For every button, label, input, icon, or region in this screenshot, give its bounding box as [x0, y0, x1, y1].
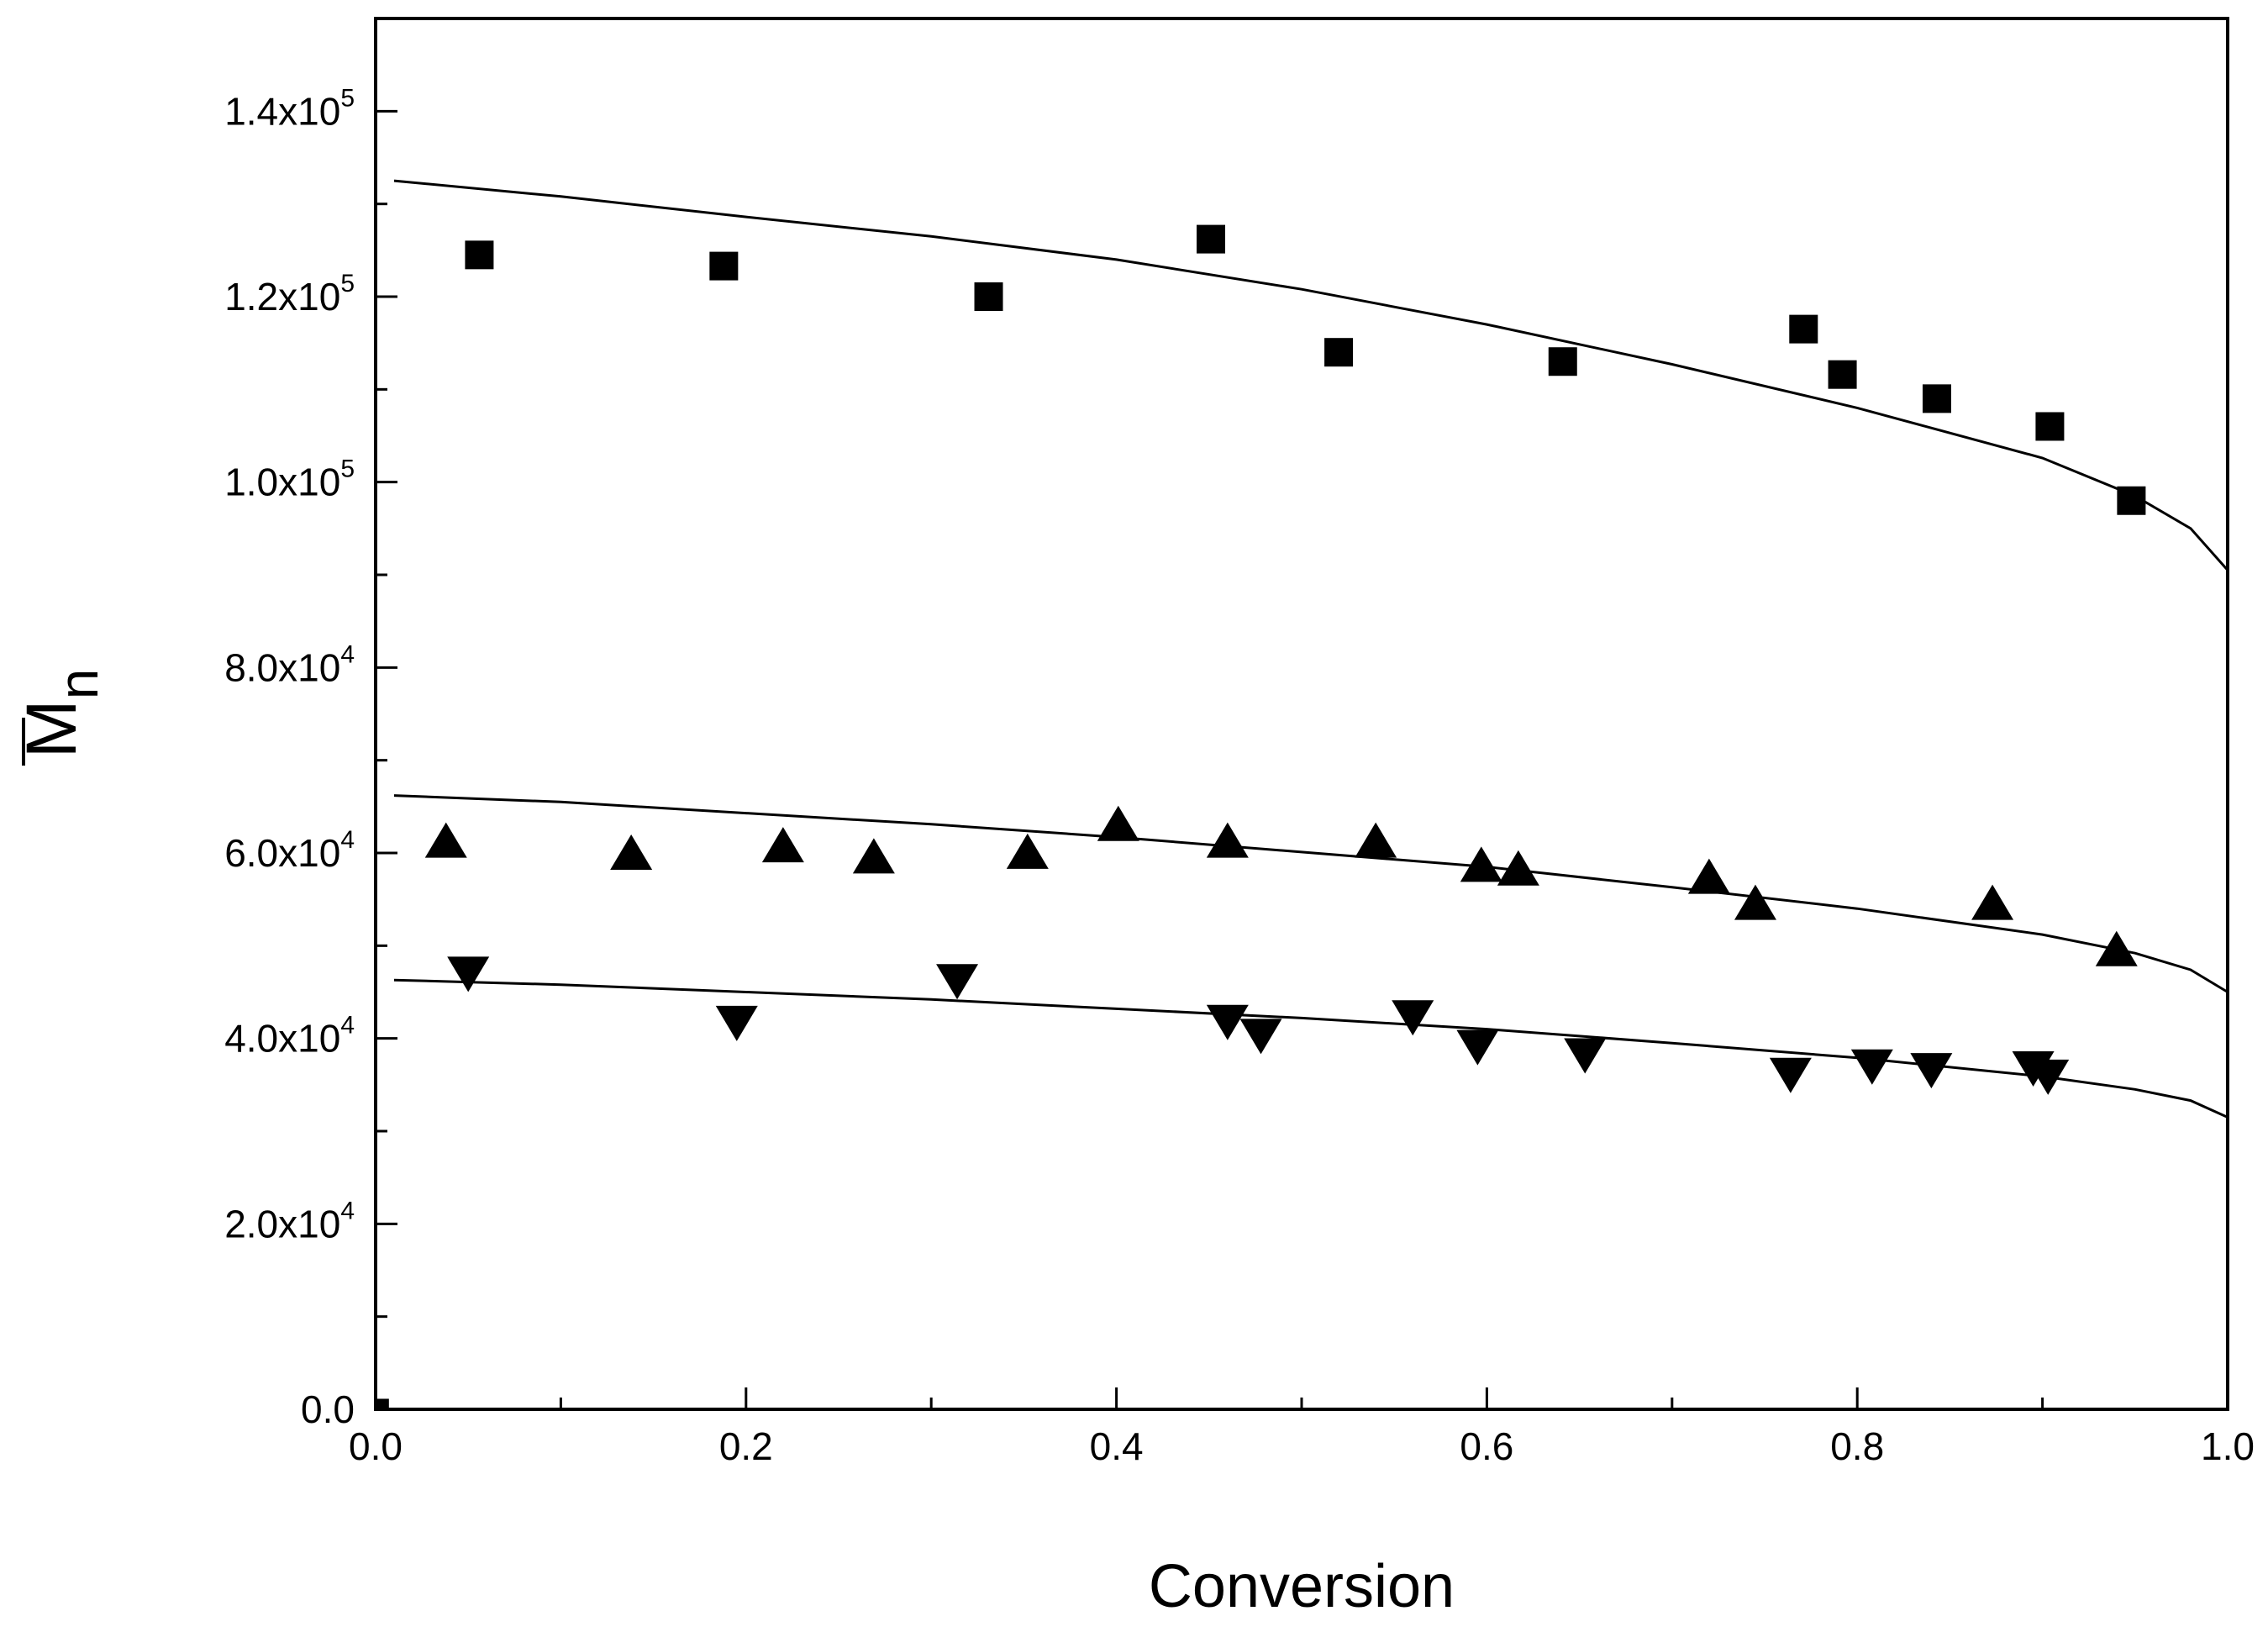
- triangles-up-point: [610, 834, 653, 870]
- y-tick-exponent: 4: [340, 826, 355, 854]
- triangles-up-point: [1687, 858, 1730, 894]
- squares-point: [1922, 384, 1951, 413]
- y-tick-exponent: 4: [340, 1197, 355, 1224]
- x-tick-label: 1.0: [2201, 1424, 2255, 1468]
- y-tick-exponent: 5: [340, 84, 355, 112]
- y-tick-exponent: 4: [340, 1012, 355, 1040]
- y-tick-label: 8.0x104: [224, 640, 355, 689]
- fit-lines: [393, 179, 2229, 1119]
- x-tick-label: 0.6: [1460, 1424, 1513, 1468]
- y-tick-mantissa: 4.0x10: [224, 1017, 340, 1061]
- y-tick-mantissa: 1.2x10: [224, 275, 340, 319]
- triangles-down-point: [1564, 1038, 1607, 1074]
- origin-point-point: [376, 1398, 389, 1411]
- y-tick-label: 2.0x104: [224, 1197, 355, 1245]
- y-tick-mantissa: 2.0x10: [224, 1202, 340, 1245]
- y-tick-exponent: 4: [340, 640, 355, 668]
- y-tick-mantissa: 8.0x10: [224, 645, 340, 689]
- triangles-down-point: [2027, 1059, 2070, 1095]
- triangles-down-point: [1850, 1049, 1893, 1085]
- plot-frame: [374, 17, 2229, 1411]
- squares-point: [1324, 338, 1354, 367]
- y-tick-mantissa: 6.0x10: [224, 831, 340, 875]
- y-tick-exponent: 5: [340, 455, 355, 483]
- triangles-up-point: [1355, 822, 1397, 858]
- squares-point: [1828, 360, 1857, 389]
- y-tick-exponent: 5: [340, 270, 355, 297]
- x-axis-title: Conversion: [1149, 1553, 1455, 1620]
- x-tick-label: 0.4: [1090, 1424, 1144, 1468]
- triangles-up-point: [1206, 822, 1249, 858]
- triangles-up-point: [1971, 884, 2014, 920]
- triangles-up-point: [761, 827, 804, 863]
- triangles-down-point: [1392, 1000, 1434, 1036]
- x-tick-label: 0.0: [349, 1424, 403, 1468]
- y-axis: 0.02.0x1044.0x1046.0x1048.0x1041.0x1051.…: [224, 84, 397, 1431]
- x-tick-label: 0.2: [719, 1424, 773, 1468]
- triangles-up-point: [1460, 846, 1502, 882]
- triangles-down-point: [1456, 1029, 1499, 1066]
- y-tick-mantissa: 1.0x10: [224, 461, 340, 504]
- squares-point: [2117, 486, 2146, 515]
- fit-triangles-down-line: [393, 978, 2229, 1119]
- triangles-down-point: [715, 1005, 758, 1041]
- triangles-up-point: [1497, 850, 1539, 886]
- triangles-down-point: [447, 956, 490, 992]
- y-axis-title: Mn: [12, 669, 109, 766]
- squares-point: [709, 251, 739, 281]
- triangles-up-point: [1006, 833, 1049, 869]
- triangles-up-point: [424, 822, 467, 858]
- fit-triangles-up-line: [393, 794, 2229, 993]
- triangles-down-point: [1239, 1019, 1282, 1055]
- fit-squares-line: [393, 179, 2229, 571]
- y-tick-label: 6.0x104: [224, 826, 355, 875]
- y-tick-label: 1.2x105: [224, 270, 355, 319]
- data-markers: [376, 224, 2146, 1411]
- x-axis: 0.0 0.2 0.4 0.6 0.8 1.0: [349, 1387, 2255, 1468]
- y-axis-title-subscript: n: [47, 669, 109, 700]
- y-tick-label: 4.0x104: [224, 1012, 355, 1061]
- y-tick-mantissa: 1.4x10: [224, 89, 340, 133]
- triangles-down-point: [1206, 1004, 1249, 1040]
- x-tick-label: 0.8: [1830, 1424, 1884, 1468]
- triangles-down-point: [936, 964, 979, 1000]
- squares-point: [2035, 412, 2065, 441]
- squares-point: [1789, 314, 1818, 344]
- y-tick-label: 1.4x105: [224, 84, 355, 133]
- y-tick-label: 0.0: [301, 1387, 355, 1431]
- squares-point: [465, 240, 494, 270]
- squares-point: [1548, 347, 1577, 376]
- triangles-down-point: [1769, 1057, 1812, 1093]
- triangles-up-point: [1097, 805, 1139, 841]
- y-axis-title-main: M: [12, 699, 91, 758]
- squares-point: [1197, 224, 1226, 254]
- squares-point: [974, 282, 1003, 311]
- triangles-up-point: [852, 838, 895, 874]
- triangles-up-point: [1734, 884, 1776, 920]
- triangles-up-point: [2095, 930, 2138, 966]
- y-axis-title-text: Mn: [12, 669, 109, 759]
- y-tick-label: 1.0x105: [224, 455, 355, 504]
- triangles-down-point: [1910, 1053, 1953, 1089]
